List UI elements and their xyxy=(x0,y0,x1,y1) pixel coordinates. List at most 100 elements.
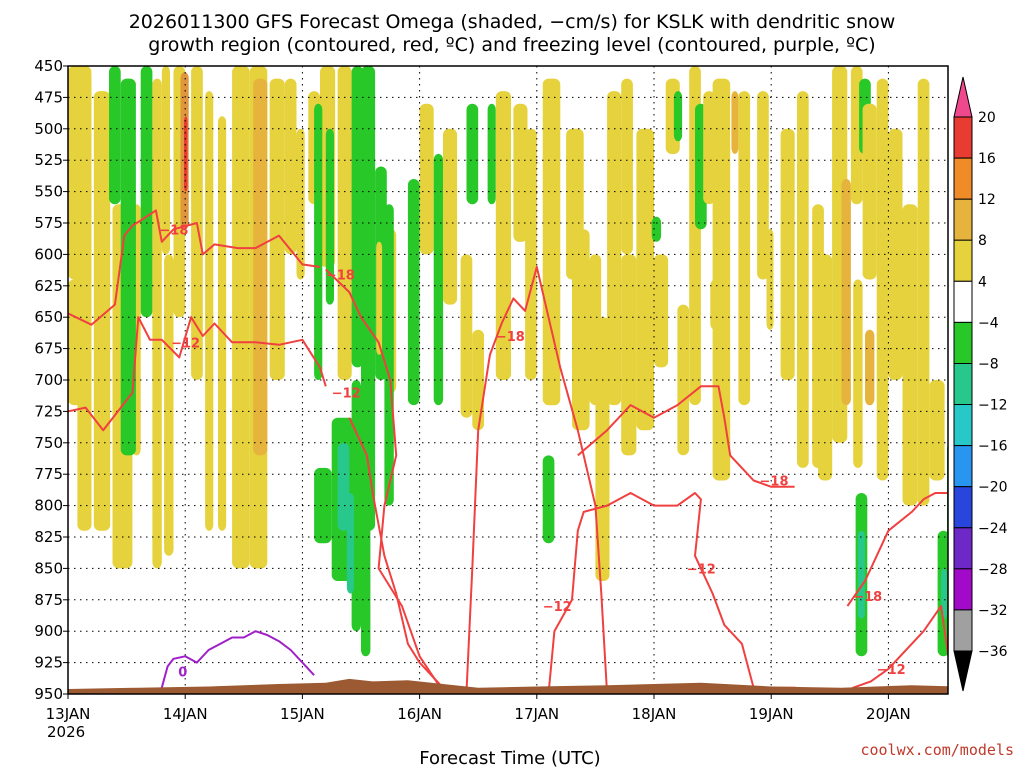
x-axis-label: Forecast Time (UTC) xyxy=(419,748,600,768)
colorbar-top-arrow xyxy=(953,76,973,118)
omega-region xyxy=(738,91,751,406)
credit-text: coolwx.com/models xyxy=(860,741,1014,759)
colorbar-label: −36 xyxy=(978,644,1008,660)
x-tick-label: 19JAN xyxy=(749,705,794,723)
x-tick-label: 14JAN xyxy=(163,705,208,723)
omega-region xyxy=(152,78,162,569)
x-tick-label: 17JAN xyxy=(514,705,559,723)
colorbar-label: −20 xyxy=(978,480,1008,496)
omega-region xyxy=(337,442,350,531)
omega-region xyxy=(205,91,214,531)
colorbar-segment xyxy=(953,321,973,364)
x-axis-year-label: 2026 xyxy=(47,723,85,741)
terrain-fill xyxy=(68,678,948,694)
omega-region xyxy=(636,128,654,431)
omega-region xyxy=(651,216,662,242)
dgz-contour-minus12-a xyxy=(68,316,327,432)
omega-region xyxy=(407,179,420,406)
omega-region xyxy=(314,103,323,380)
omega-region xyxy=(862,103,877,280)
omega-region xyxy=(460,254,473,418)
omega-region xyxy=(572,229,590,431)
y-tick-label: 750 xyxy=(34,434,63,452)
colorbar-label: 20 xyxy=(978,110,996,126)
omega-region xyxy=(419,103,434,255)
chart-title-line2: growth region (contoured, red, ºC) and f… xyxy=(148,34,875,56)
colorbar-segment xyxy=(953,239,973,282)
omega-region xyxy=(443,128,458,305)
colorbar-label: 16 xyxy=(978,151,996,167)
omega-region xyxy=(232,66,250,569)
contour-label: −12 xyxy=(171,336,200,351)
omega-region xyxy=(184,116,188,192)
dgz-contour-minus18-a xyxy=(68,209,321,326)
omega-region xyxy=(677,304,690,456)
y-tick-label: 625 xyxy=(34,277,63,295)
colorbar-segment xyxy=(953,157,973,200)
omega-region xyxy=(703,91,715,205)
omega-region xyxy=(314,467,332,544)
contour-label: −18 xyxy=(326,269,355,284)
y-tick-label: 650 xyxy=(34,308,63,326)
dgz-contour-minus12-b xyxy=(348,417,444,689)
colorbar-segment xyxy=(953,609,973,652)
colorbar-segment xyxy=(953,527,973,570)
y-tick-label: 775 xyxy=(34,465,63,483)
contour-label: −12 xyxy=(687,562,716,577)
dgz-contour-minus18-c xyxy=(577,385,795,488)
omega-region xyxy=(120,78,136,456)
omega-region xyxy=(77,72,92,531)
omega-region xyxy=(865,329,875,406)
y-tick-label: 925 xyxy=(34,654,63,672)
colorbar-label: −32 xyxy=(978,603,1008,619)
y-tick-label: 475 xyxy=(34,88,63,106)
colorbar-segment xyxy=(953,363,973,406)
y-axis-ticks: 450 475 500 525 550 575 600 625 650 675 700 725 750 7… xyxy=(34,57,68,703)
y-tick-label: 500 xyxy=(34,120,63,138)
omega-region xyxy=(218,116,227,531)
y-tick-label: 800 xyxy=(34,497,63,515)
omega-region xyxy=(607,91,622,406)
omega-region xyxy=(472,329,484,431)
y-tick-label: 450 xyxy=(34,57,63,75)
colorbar-label: 8 xyxy=(978,233,987,249)
colorbar-segment xyxy=(953,198,973,241)
omega-region xyxy=(797,91,809,468)
contour-label: −12 xyxy=(877,663,906,678)
omega-region xyxy=(361,66,376,531)
omega-region xyxy=(433,153,444,406)
y-tick-label: 600 xyxy=(34,245,63,263)
omega-region xyxy=(495,91,511,380)
y-tick-label: 950 xyxy=(34,685,63,703)
omega-region xyxy=(917,78,930,506)
omega-region xyxy=(542,455,555,544)
contour-label: −18 xyxy=(159,223,188,238)
freezing-level-contour xyxy=(160,630,315,688)
y-tick-label: 575 xyxy=(34,214,63,232)
y-tick-label: 900 xyxy=(34,622,63,640)
contour-label: −12 xyxy=(543,600,572,615)
colorbar-segment xyxy=(953,568,973,611)
omega-region xyxy=(902,204,918,506)
colorbar-segment xyxy=(953,116,973,159)
y-tick-label: 850 xyxy=(34,559,63,577)
y-tick-label: 700 xyxy=(34,371,63,389)
omega-region xyxy=(673,91,683,142)
x-axis-ticks: 13JAN 14JAN 15JAN 16JAN 17JAN 18JAN 19JAN 20JAN xyxy=(46,694,911,723)
omega-region xyxy=(513,103,528,242)
y-tick-label: 550 xyxy=(34,183,63,201)
colorbar-label: −4 xyxy=(978,315,999,331)
y-tick-label: 725 xyxy=(34,402,63,420)
omega-region xyxy=(888,128,903,380)
omega-region xyxy=(853,279,863,468)
dgz-contour-minus12-e xyxy=(841,605,948,694)
contours: −18 −12 −18 −12 −18 −12 −12 −18 −18 −12 0 xyxy=(68,209,948,694)
contour-label: 0 xyxy=(178,665,187,680)
omega-region xyxy=(712,78,731,481)
contour-label: −18 xyxy=(853,590,882,605)
omega-region xyxy=(929,380,945,481)
x-tick-label: 16JAN xyxy=(397,705,442,723)
colorbar-segment xyxy=(953,445,973,488)
contour-label: −18 xyxy=(760,475,789,490)
